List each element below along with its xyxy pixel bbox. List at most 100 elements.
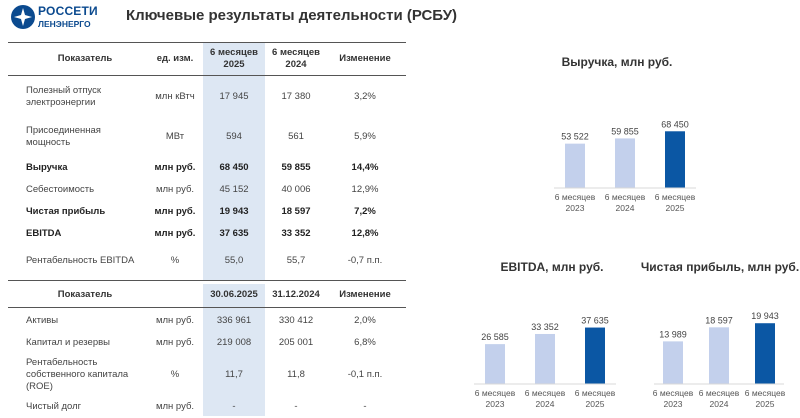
x-tick-label-1-0: 6 месяцев [699, 388, 740, 398]
x-tick-label-0-1: 2023 [664, 399, 683, 409]
row-unit: % [170, 255, 180, 267]
data-label-2: 37 635 [581, 316, 609, 326]
row-value-previous: 17 380 [281, 91, 311, 103]
row-change: 12,8% [351, 228, 379, 240]
x-tick-label-1-0: 6 месяцев [605, 192, 646, 202]
row-label: Полезный отпуск электроэнергии [26, 85, 102, 108]
table-row: Себестоимость млн руб. 45 152 40 006 12,9% [8, 179, 406, 201]
row-unit: млн руб. [155, 315, 195, 327]
header-date-2024: 31.12.2024 [272, 289, 320, 301]
row-label: Выручка [26, 162, 68, 174]
bar-2 [665, 131, 685, 188]
table-row: Полезный отпуск электроэнергии млн кВтч 17… [8, 77, 406, 117]
x-tick-label-2-0: 6 месяцев [655, 192, 696, 202]
x-tick-label-2-1: 2025 [756, 399, 775, 409]
header-rule [8, 307, 406, 308]
bar-2 [755, 323, 775, 384]
header-change: Изменение [339, 289, 391, 301]
row-value-current: 336 961 [216, 315, 252, 327]
row-change: -0,7 п.п. [347, 255, 383, 267]
row-value-previous: 33 352 [281, 228, 311, 240]
data-label-2: 19 943 [751, 311, 779, 321]
table-bottom-rule [8, 280, 406, 281]
table-row: Чистая прибыль млн руб. 19 943 18 597 7,2% [8, 201, 406, 223]
table-row: Присоединенная мощность МВт 594 561 5,9% [8, 117, 406, 157]
table-row: Чистый долг млн руб. - - - [8, 396, 406, 418]
header-rule [8, 75, 406, 76]
row-label: EBITDA [26, 228, 62, 240]
data-label-2: 68 450 [661, 119, 689, 129]
row-value-previous: - [294, 401, 298, 413]
x-tick-label-0-1: 2023 [486, 399, 505, 409]
balance-table: Показатель 30.06.2025 31.12.2024 Изменен… [8, 284, 406, 416]
row-unit: млн руб. [155, 401, 195, 413]
header-indicator: Показатель [57, 289, 113, 301]
row-label: Чистый долг [26, 401, 82, 413]
x-tick-label-1-1: 2024 [616, 203, 635, 213]
table-row: Выручка млн руб. 68 450 59 855 14,4% [8, 157, 406, 179]
row-value-previous: 11,8 [287, 369, 305, 381]
table-row: Капитал и резервы млн руб. 219 008 205 001 6… [8, 332, 406, 354]
row-value-previous: 18 597 [281, 206, 311, 218]
row-label: Чистая прибыль [26, 206, 106, 218]
row-label: Активы [26, 315, 59, 327]
x-tick-label-0-0: 6 месяцев [653, 388, 694, 398]
row-value-current: 45 152 [219, 184, 249, 196]
revenue-chart-title: Выручка, млн руб. [561, 55, 673, 69]
row-label: Капитал и резервы [26, 337, 110, 349]
row-unit: млн руб. [154, 228, 196, 240]
header-unit: ед. изм. [156, 53, 194, 65]
x-tick-label-2-1: 2025 [666, 203, 685, 213]
row-label: Присоединенная мощность [26, 125, 101, 148]
rosseti-logo-icon [11, 5, 35, 29]
table-row: Рентабельность собственного капитала (RO… [8, 354, 406, 396]
x-tick-label-0-0: 6 месяцев [555, 192, 596, 202]
row-value-current: 68 450 [219, 162, 249, 174]
row-change: 7,2% [354, 206, 376, 218]
x-tick-label-1-1: 2024 [710, 399, 729, 409]
header-period-2024: 6 месяцев 2024 [272, 47, 320, 70]
x-tick-label-1-0: 6 месяцев [525, 388, 566, 398]
x-tick-label-0-0: 6 месяцев [475, 388, 516, 398]
header-date-2025: 30.06.2025 [210, 289, 258, 301]
bar-1 [709, 327, 729, 384]
row-value-current: - [232, 401, 236, 413]
row-unit: млн руб. [155, 337, 195, 349]
x-tick-label-2-1: 2025 [586, 399, 605, 409]
row-change: - [363, 401, 367, 413]
row-value-current: 17 945 [219, 91, 249, 103]
row-change: 5,9% [354, 131, 376, 143]
x-tick-label-0-1: 2023 [566, 203, 585, 213]
header-period-2025: 6 месяцев 2025 [210, 47, 258, 70]
data-label-0: 26 585 [481, 332, 509, 342]
highlight-column [203, 284, 265, 416]
data-label-0: 13 989 [659, 329, 687, 339]
row-label: Рентабельность собственного капитала (RO… [26, 357, 129, 392]
x-tick-label-2-0: 6 месяцев [745, 388, 786, 398]
row-value-current: 594 [226, 131, 242, 143]
row-unit: млн руб. [154, 162, 196, 174]
page-title: Ключевые результаты деятельности (РСБУ) [126, 7, 458, 24]
x-tick-label-2-0: 6 месяцев [575, 388, 616, 398]
row-value-current: 19 943 [219, 206, 249, 218]
header-change: Изменение [339, 53, 391, 65]
row-value-previous: 55,7 [286, 255, 306, 267]
row-unit: млн руб. [154, 206, 196, 218]
net-profit-chart-title: Чистая прибыль, млн руб. [640, 260, 800, 274]
bar-1 [535, 333, 555, 384]
bar-1 [615, 138, 635, 188]
logo-text-primary: РОССЕТИ [38, 4, 98, 18]
row-change: 12,9% [351, 184, 379, 196]
bar-2 [585, 327, 605, 384]
row-value-current: 37 635 [219, 228, 249, 240]
row-change: -0,1 п.п. [347, 369, 383, 381]
header-indicator: Показатель [57, 53, 113, 65]
row-unit: % [170, 369, 180, 381]
row-change: 14,4% [351, 162, 379, 174]
row-change: 3,2% [354, 91, 376, 103]
data-label-1: 18 597 [705, 315, 733, 325]
row-value-previous: 59 855 [281, 162, 311, 174]
row-value-current: 55,0 [224, 255, 244, 267]
